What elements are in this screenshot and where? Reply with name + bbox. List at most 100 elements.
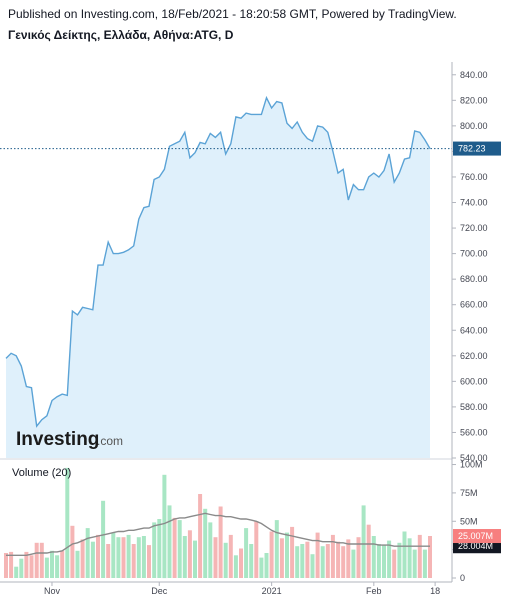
volume-bar xyxy=(315,532,320,578)
volume-bar xyxy=(172,517,177,578)
volume-bar xyxy=(208,522,213,578)
volume-bar xyxy=(422,549,427,578)
y-tick-label: 720.00 xyxy=(460,223,488,233)
volume-bar xyxy=(290,526,295,578)
volume-bar xyxy=(24,551,29,578)
y-tick-label: 820.00 xyxy=(460,95,488,105)
volume-bar xyxy=(39,542,44,578)
price-y-axis: 540.00 560.00 580.00 600.00 620.00 640.00 660.… xyxy=(452,70,488,463)
logo-suffix: .com xyxy=(97,434,123,448)
volume-bars xyxy=(4,467,432,579)
instrument-title: Γενικός Δείκτης, Ελλάδα, Αθήνα:ATG, D xyxy=(8,28,234,42)
price-area xyxy=(6,97,430,459)
volume-bar xyxy=(310,554,315,578)
volume-bar xyxy=(325,544,330,578)
volume-bar xyxy=(101,500,106,578)
volume-bar xyxy=(111,532,116,578)
volume-bar xyxy=(417,534,422,578)
volume-bar xyxy=(85,528,90,578)
volume-bar xyxy=(300,544,305,578)
volume-bar xyxy=(285,532,289,578)
volume-bar xyxy=(50,550,54,578)
x-tick-label: 2021 xyxy=(262,586,282,596)
volume-last-tag-bg xyxy=(453,529,501,544)
volume-bar xyxy=(213,537,218,578)
y-tick-label: 740.00 xyxy=(460,198,488,208)
volume-bar xyxy=(96,534,100,578)
volume-last-tag: 25.007M xyxy=(453,529,501,544)
volume-bar xyxy=(19,558,24,578)
x-tick-label: 18 xyxy=(430,586,440,596)
volume-y-axis: 0 50M 75M 100M xyxy=(452,460,483,583)
y-tick-label: 680.00 xyxy=(460,274,488,284)
volume-bar xyxy=(269,531,274,578)
volume-bar xyxy=(233,555,238,578)
volume-bar xyxy=(106,544,111,578)
volume-bar xyxy=(264,553,269,578)
volume-bar xyxy=(131,544,136,578)
x-tick-label: Nov xyxy=(44,586,61,596)
volume-bar xyxy=(254,521,259,578)
volume-bar xyxy=(136,537,141,578)
volume-bar xyxy=(295,546,300,578)
volume-bar xyxy=(356,537,361,578)
investing-logo: Investing .com xyxy=(16,429,123,450)
volume-bar xyxy=(14,566,19,578)
volume-ma-tag-label: 28.004M xyxy=(458,541,493,551)
volume-bar xyxy=(218,506,223,578)
y-tick-label: 700.00 xyxy=(460,249,488,259)
volume-bar xyxy=(141,536,146,578)
y-tick-label: 840.00 xyxy=(460,70,488,80)
volume-bar xyxy=(147,545,151,578)
y-tick-label: 660.00 xyxy=(460,300,488,310)
chart-header: Published on Investing.com, 18/Feb/2021 … xyxy=(8,6,503,44)
volume-bar xyxy=(239,548,243,578)
y-tick-label: 560.00 xyxy=(460,427,488,437)
volume-bar xyxy=(376,544,381,578)
volume-bar xyxy=(402,531,407,578)
volume-bar xyxy=(116,537,121,578)
y-tick-label: 620.00 xyxy=(460,351,488,361)
volume-bar xyxy=(4,553,8,578)
x-tick-label: Feb xyxy=(366,586,382,596)
volume-bar xyxy=(392,549,397,578)
volume-bar xyxy=(9,551,14,578)
volume-bar xyxy=(65,467,70,578)
published-note: Published on Investing.com, 18/Feb/2021 … xyxy=(8,7,457,21)
volume-bar xyxy=(397,542,402,578)
volume-bar xyxy=(152,522,157,578)
volume-bar xyxy=(162,474,167,579)
volume-bar xyxy=(157,519,162,578)
volume-bar xyxy=(371,536,376,578)
volume-bar xyxy=(29,555,34,578)
volume-y-tick-label: 100M xyxy=(460,460,483,470)
y-tick-label: 760.00 xyxy=(460,172,488,182)
volume-bar xyxy=(223,542,228,578)
volume-bar xyxy=(198,494,203,578)
volume-bar xyxy=(407,538,412,578)
last-price-tag: 782.23 xyxy=(453,141,501,156)
y-tick-label: 800.00 xyxy=(460,121,488,131)
volume-bar xyxy=(126,534,131,578)
volume-bar xyxy=(121,537,126,578)
volume-y-tick-label: 0 xyxy=(460,573,465,583)
volume-bar xyxy=(187,530,192,578)
volume-last-tag-label: 25.007M xyxy=(458,531,493,541)
volume-bar xyxy=(346,539,351,578)
volume-bar xyxy=(244,528,249,578)
last-price-tag-label: 782.23 xyxy=(458,144,486,154)
volume-bar xyxy=(259,557,264,578)
volume-bar xyxy=(341,546,346,578)
volume-bar xyxy=(80,539,85,578)
y-tick-label: 640.00 xyxy=(460,325,488,335)
volume-bar xyxy=(34,542,39,578)
volume-bar xyxy=(351,549,356,578)
volume-bar xyxy=(274,520,279,578)
y-tick-label: 600.00 xyxy=(460,376,488,386)
volume-bar xyxy=(75,550,80,578)
y-tick-label: 540.00 xyxy=(460,453,488,463)
x-tick-label: Dec xyxy=(151,586,168,596)
volume-bar xyxy=(387,540,392,578)
